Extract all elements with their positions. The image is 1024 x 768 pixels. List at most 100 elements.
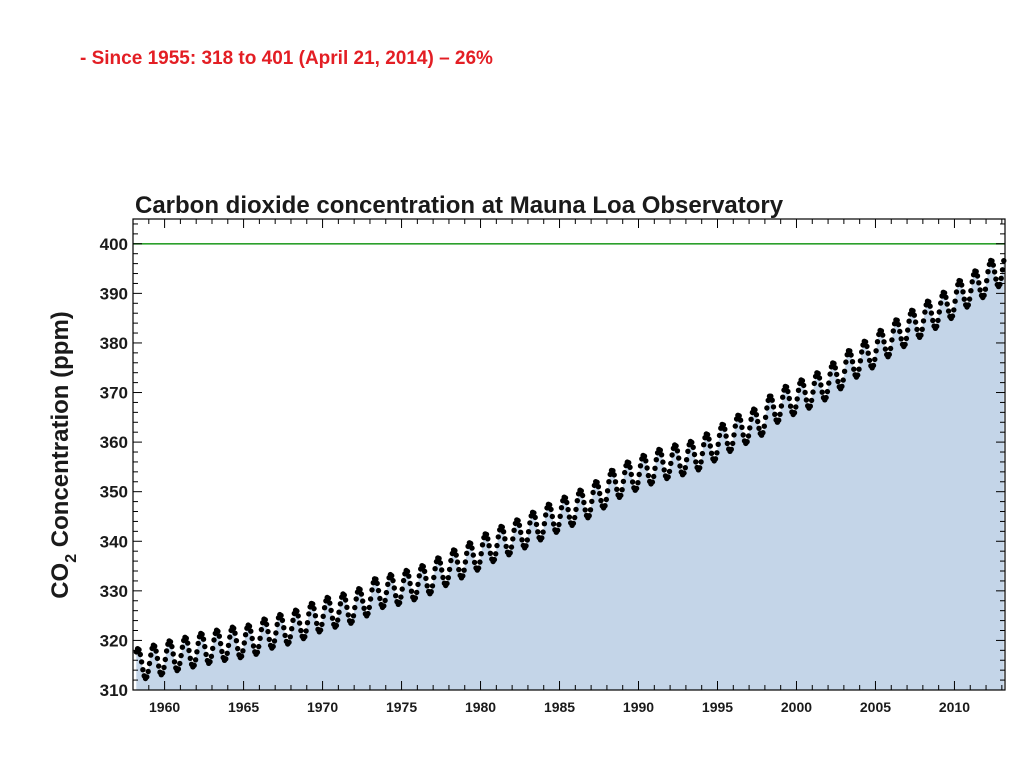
data-point bbox=[618, 492, 624, 499]
data-point bbox=[265, 628, 271, 635]
data-point bbox=[298, 627, 304, 634]
data-point bbox=[712, 456, 719, 462]
data-point bbox=[922, 309, 928, 315]
data-point bbox=[930, 317, 936, 324]
data-point bbox=[271, 638, 278, 644]
data-point bbox=[241, 640, 247, 646]
data-point bbox=[620, 478, 627, 485]
data-point bbox=[531, 510, 537, 516]
data-point bbox=[471, 559, 478, 566]
data-point bbox=[420, 563, 426, 570]
data-point bbox=[920, 318, 927, 324]
data-point bbox=[341, 592, 347, 598]
data-point bbox=[342, 597, 349, 603]
y-tick-label: 320 bbox=[100, 631, 128, 650]
y-axis-label-subscript: 2 bbox=[63, 554, 80, 563]
data-point bbox=[570, 520, 577, 527]
data-point bbox=[641, 453, 648, 459]
data-point bbox=[475, 565, 482, 571]
data-point bbox=[374, 580, 380, 587]
data-point bbox=[732, 423, 738, 429]
data-point bbox=[998, 275, 1004, 281]
x-tick-label: 2000 bbox=[781, 699, 812, 715]
data-point bbox=[944, 301, 950, 307]
data-point bbox=[715, 441, 721, 447]
data-point bbox=[200, 636, 207, 642]
data-point bbox=[808, 397, 815, 404]
data-point bbox=[985, 269, 991, 275]
data-point bbox=[564, 499, 570, 506]
data-point bbox=[957, 278, 964, 284]
data-point bbox=[286, 639, 292, 645]
data-point bbox=[974, 273, 981, 279]
data-point bbox=[375, 587, 382, 594]
data-point bbox=[557, 513, 563, 519]
data-point bbox=[445, 575, 451, 581]
data-point bbox=[953, 289, 960, 295]
data-point bbox=[216, 633, 222, 639]
data-point bbox=[333, 622, 340, 629]
data-point bbox=[219, 648, 225, 655]
data-point bbox=[398, 594, 404, 600]
data-point bbox=[912, 319, 919, 325]
data-point bbox=[894, 317, 900, 323]
data-point bbox=[337, 601, 344, 607]
x-tick-label: 1975 bbox=[386, 699, 417, 715]
data-point bbox=[154, 655, 161, 662]
data-point bbox=[982, 286, 989, 292]
data-point bbox=[366, 604, 372, 611]
data-point bbox=[914, 326, 920, 333]
data-point bbox=[138, 659, 145, 665]
data-point bbox=[960, 289, 966, 295]
data-point bbox=[887, 345, 894, 352]
data-point bbox=[233, 638, 240, 644]
data-point bbox=[179, 644, 186, 650]
x-tick-label: 1970 bbox=[307, 699, 338, 715]
y-tick-label: 390 bbox=[100, 284, 128, 303]
data-point bbox=[637, 463, 644, 469]
data-point bbox=[516, 522, 523, 528]
data-point bbox=[977, 287, 983, 293]
data-point bbox=[191, 662, 197, 668]
data-point bbox=[880, 332, 886, 338]
data-point bbox=[760, 430, 766, 436]
data-point bbox=[668, 460, 674, 467]
data-point bbox=[857, 358, 864, 364]
data-point bbox=[377, 595, 383, 602]
data-point bbox=[1001, 258, 1007, 264]
data-point bbox=[823, 394, 829, 401]
slide-caption: - Since 1955: 318 to 401 (April 21, 2014… bbox=[80, 48, 493, 69]
data-point bbox=[175, 666, 182, 672]
data-point bbox=[636, 471, 642, 478]
data-point bbox=[886, 351, 892, 358]
data-point bbox=[848, 352, 854, 358]
y-tick-label: 370 bbox=[100, 384, 128, 403]
data-point bbox=[895, 321, 902, 328]
data-point bbox=[479, 542, 486, 548]
data-point bbox=[598, 497, 604, 504]
data-point bbox=[737, 417, 744, 423]
data-point bbox=[918, 332, 924, 338]
data-point bbox=[163, 648, 170, 654]
x-axis: 1960 1965 1970 1975 1980 1985 1990 1995 2000 2005… bbox=[132, 219, 1003, 715]
data-point bbox=[194, 649, 200, 655]
data-point bbox=[843, 359, 849, 365]
data-point bbox=[627, 464, 633, 470]
data-point bbox=[294, 608, 300, 614]
data-point bbox=[653, 457, 659, 463]
data-point bbox=[897, 328, 903, 335]
data-point bbox=[540, 529, 546, 535]
data-point bbox=[349, 618, 355, 625]
data-point bbox=[262, 617, 268, 623]
data-point bbox=[626, 460, 632, 466]
data-point bbox=[968, 288, 974, 294]
data-point bbox=[740, 432, 746, 438]
data-point bbox=[864, 343, 870, 350]
data-point bbox=[345, 612, 351, 618]
data-point bbox=[256, 643, 262, 650]
data-point bbox=[966, 296, 973, 302]
data-point bbox=[235, 645, 241, 652]
y-axis: 310 320 330 340 350 360 370 380 390 400 bbox=[100, 223, 1005, 700]
data-point bbox=[716, 432, 723, 439]
data-point bbox=[258, 626, 265, 633]
